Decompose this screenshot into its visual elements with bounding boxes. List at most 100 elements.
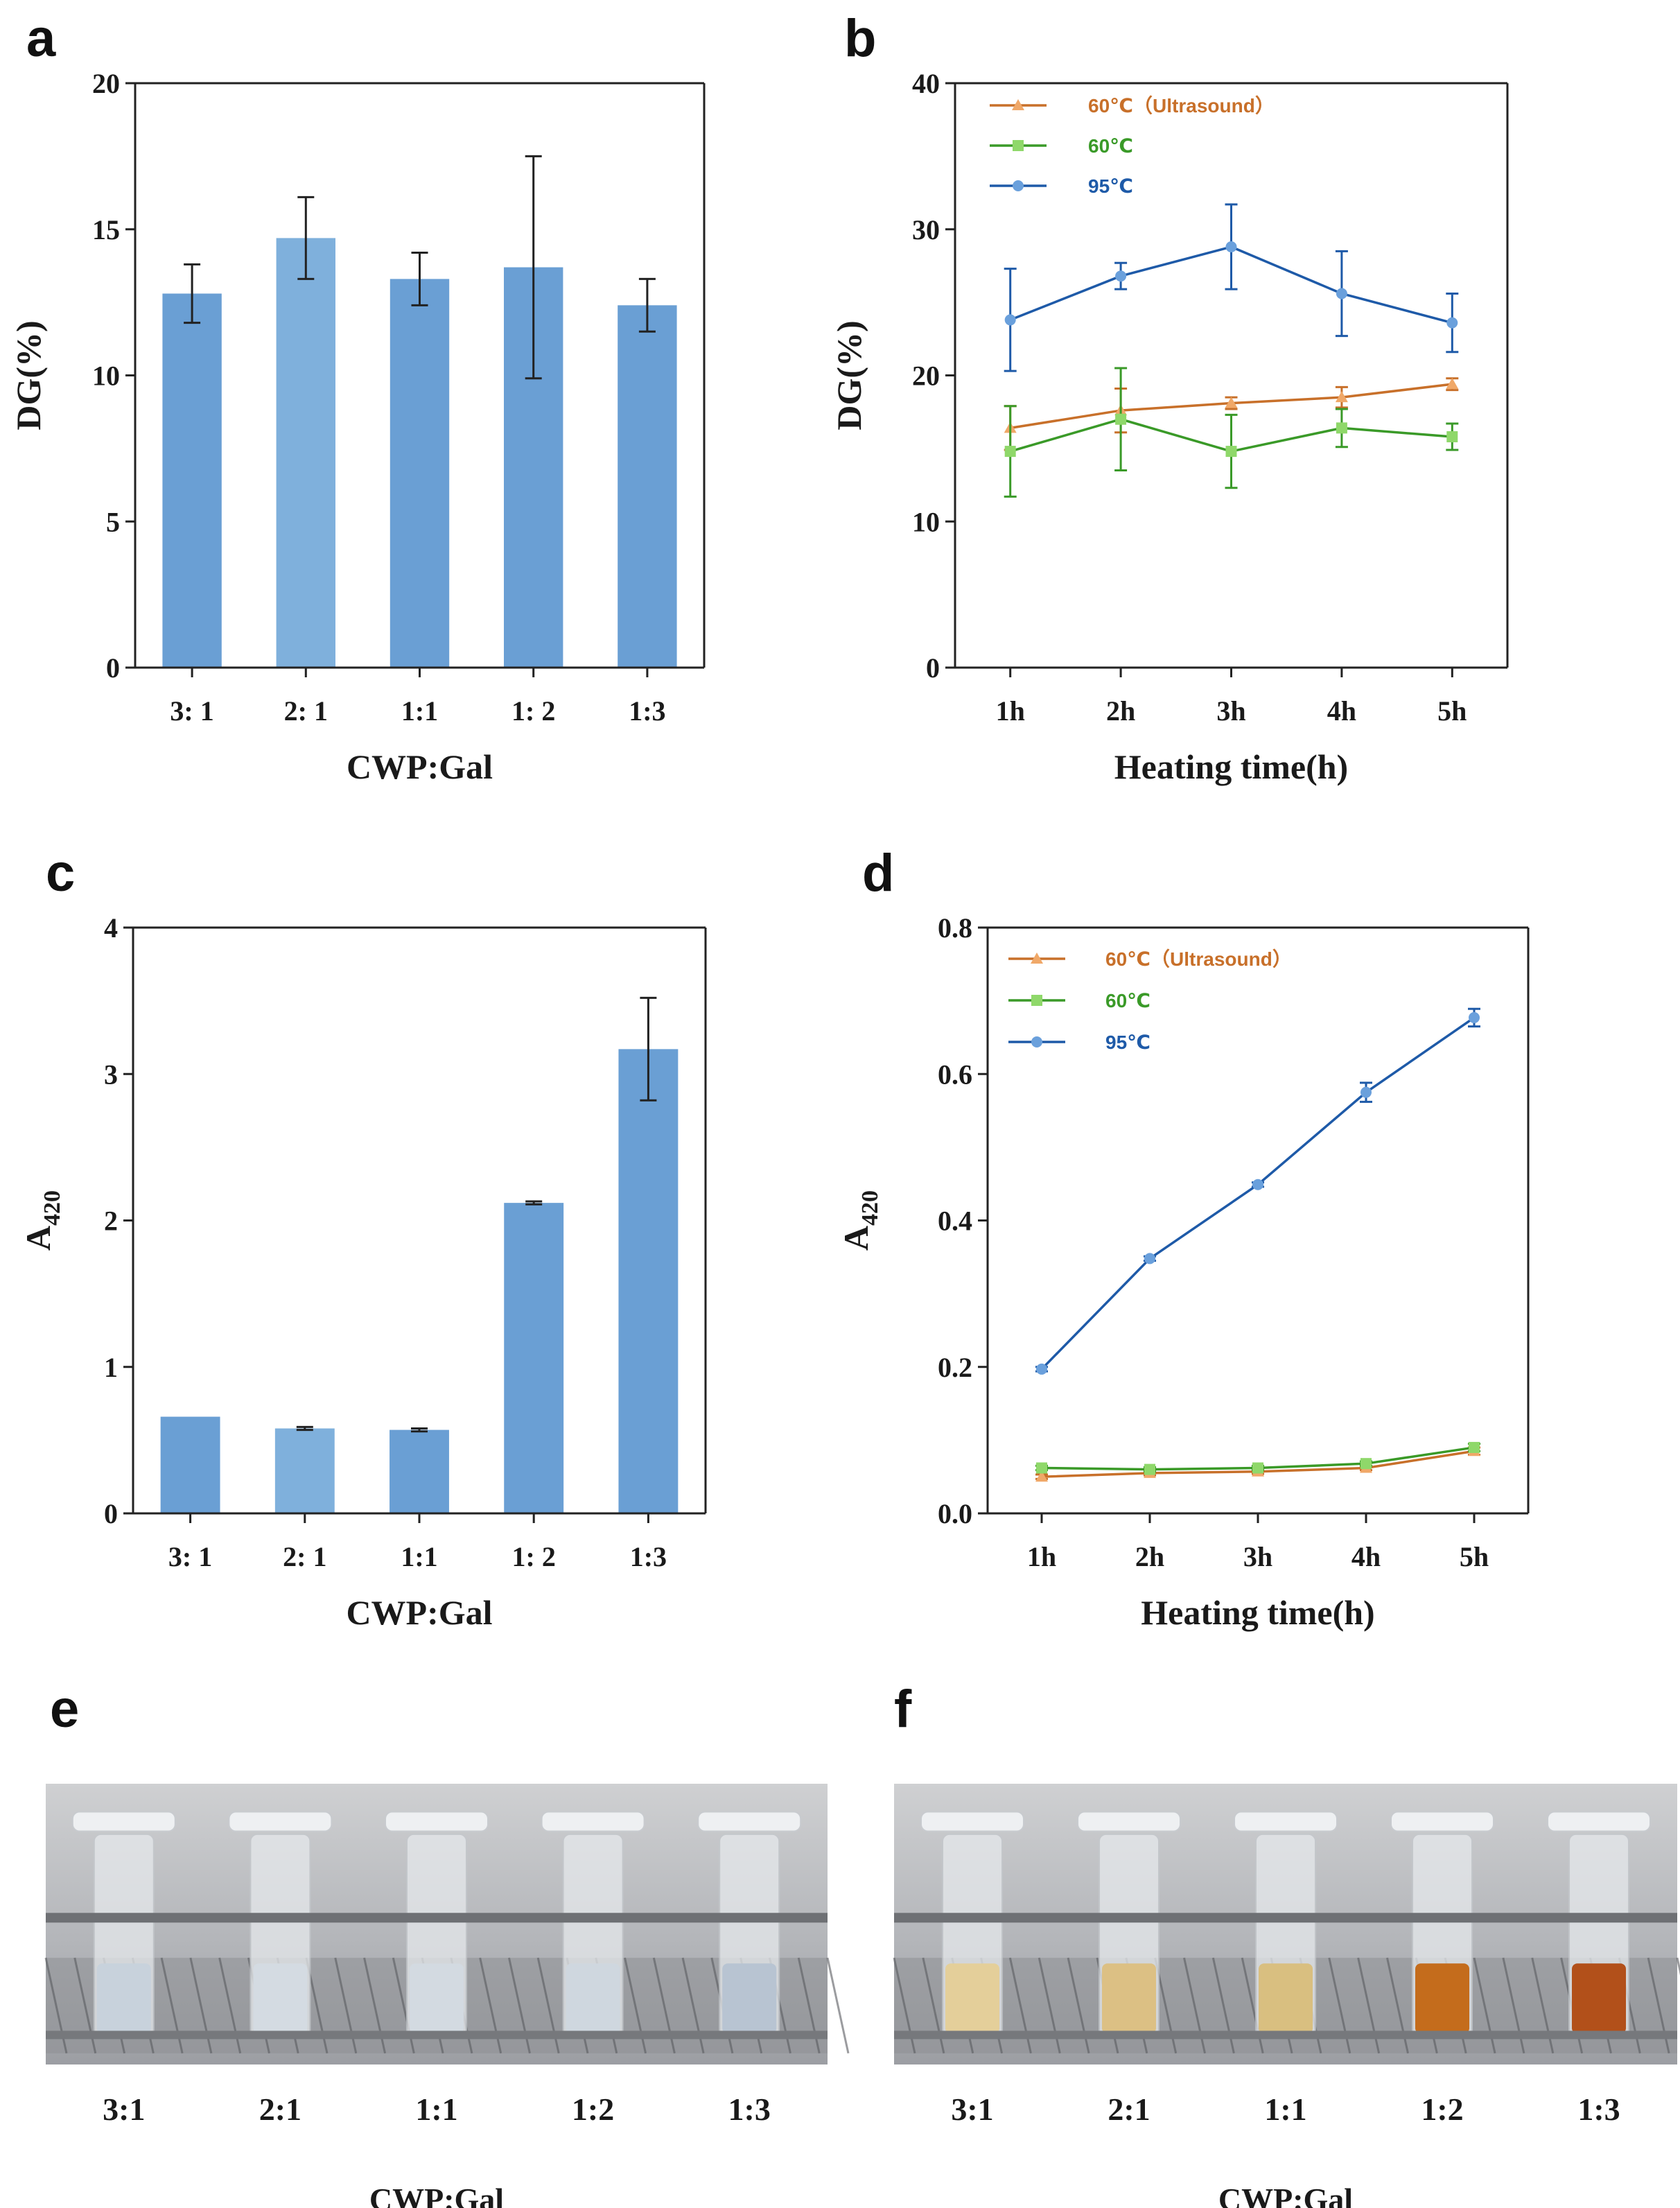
chart-d-point	[1469, 1011, 1480, 1023]
photo-f-label: 3:1	[951, 2092, 993, 2127]
photo-f-rack-wire	[1589, 1957, 1612, 2054]
photo-e-tube-liquid	[410, 1963, 464, 2034]
photo-f-tube-cap	[1234, 1811, 1338, 1832]
chart-b-x-tick-label: 1h	[996, 695, 1025, 727]
photo-f-rack-base	[894, 1958, 1677, 2053]
photo-f-tube-body	[1255, 1833, 1316, 2037]
photo-e-background	[46, 1784, 828, 2064]
panel-label-f: f	[894, 1680, 912, 1739]
photo-e-tube-cap	[385, 1811, 489, 1832]
chart-d-point	[1252, 1179, 1263, 1190]
photo-f-rack-wire	[980, 1957, 1004, 2054]
chart-d-point	[1360, 1458, 1372, 1470]
photo-f-rack-wire	[1211, 1957, 1235, 2054]
photo-e-rack-base	[46, 1958, 828, 2053]
chart-d-point	[1144, 1463, 1155, 1475]
chart-b-point	[1115, 270, 1127, 282]
photo-e-rack-wire	[624, 1957, 647, 2054]
chart-d-point	[1252, 1462, 1263, 1474]
chart-b-x-tick-label: 5h	[1437, 695, 1467, 727]
chart-b-point	[1004, 446, 1016, 458]
chart-c-y-axis-title: A420	[19, 1190, 65, 1251]
photo-f-rack-wire	[1299, 1957, 1322, 2054]
photo-e-rack-wire	[507, 1957, 531, 2054]
chart-b-series-line	[1010, 245, 1453, 324]
chart-d-y-tick-label: 0.0	[938, 1498, 972, 1529]
chart-a-bar	[504, 267, 563, 667]
photo-f-tube-cap	[1390, 1811, 1494, 1832]
photo-e-tube-liquid	[96, 1963, 151, 2034]
photo-e-rack-rail-bottom	[46, 2031, 828, 2040]
chart-a-y-tick-label: 0	[106, 652, 120, 684]
chart-c-x-tick-label: 1: 2	[512, 1541, 556, 1572]
photo-e-rack-wire	[44, 1957, 68, 2054]
chart-b-point	[1004, 421, 1017, 433]
chart-d-point	[1144, 1253, 1155, 1264]
chart-d-y-tick-label: 0.6	[938, 1059, 972, 1090]
panel-label-c: c	[46, 844, 76, 903]
chart-a-bar	[162, 293, 222, 667]
chart-b-point	[1446, 431, 1458, 443]
chart-d-point	[1360, 1086, 1372, 1098]
photo-f-tube-body	[1099, 1833, 1160, 2037]
chart-b-y-axis-title-main: DG(%)	[830, 320, 868, 430]
chart-b-point	[1225, 446, 1237, 458]
photo-e-rack-wire	[131, 1957, 155, 2054]
chart-b-y-tick-label: 40	[912, 68, 940, 99]
photo-e-tube-cap	[71, 1811, 176, 1832]
photo-f-tube-liquid	[1415, 1963, 1469, 2034]
chart-d-y-axis-title: A420	[837, 1190, 883, 1251]
photo-e-rack-wire	[681, 1957, 705, 2054]
chart-d-series-line	[1041, 1450, 1475, 1478]
chart-b-legend-marker	[1012, 99, 1024, 110]
photo-e-label: 3:1	[103, 2092, 145, 2127]
photo-f-rack-wire	[951, 1957, 974, 2054]
chart-d-point	[1036, 1462, 1047, 1474]
chart-b-series-line	[1010, 417, 1453, 453]
chart-a-y-tick-label: 15	[92, 214, 120, 245]
photo-f-tube-cap	[920, 1811, 1024, 1832]
photo-f-rack-wire	[1125, 1957, 1148, 2054]
chart-d-y-axis-title-main: A	[837, 1226, 875, 1251]
photo-e-rack-wire	[103, 1957, 126, 2054]
photo-f-rack-wire	[1154, 1957, 1178, 2054]
chart-b-y-tick-label: 0	[926, 652, 940, 684]
chart-b-y-axis-title: DG(%)	[830, 320, 868, 430]
chart-c-x-tick-label: 3: 1	[168, 1541, 212, 1572]
chart-b-legend-label: 60℃	[1088, 135, 1133, 157]
chart-d-x-tick-label: 3h	[1243, 1541, 1272, 1572]
photo-f-rack-wire	[1386, 1957, 1409, 2054]
photo-e-rack-wire	[768, 1957, 791, 2054]
chart-a-y-tick-label: 10	[92, 360, 120, 392]
chart-d-y-tick-label: 0.2	[938, 1352, 972, 1383]
photo-f-tube-cap	[1077, 1811, 1181, 1832]
chart-b-legend-marker	[1013, 180, 1024, 191]
chart-b-x-tick-label: 4h	[1327, 695, 1356, 727]
chart-a-y-tick-label: 5	[106, 506, 120, 537]
photo-f-rack-wire	[1067, 1957, 1090, 2054]
chart-a-x-tick-label: 1: 2	[511, 695, 555, 727]
chart-b-x-axis-title: Heating time(h)	[1114, 747, 1348, 786]
chart-a-bar	[276, 238, 335, 667]
photo-f-tube-cap	[1547, 1811, 1651, 1832]
photo-e-rack-wire	[652, 1957, 676, 2054]
photo-e-rack-wire	[566, 1957, 589, 2054]
photo-e-tube-cap	[541, 1811, 645, 1832]
chart-d-x-tick-label: 1h	[1027, 1541, 1056, 1572]
photo-f-rack-wire	[1008, 1957, 1032, 2054]
photo-e-tube-body	[719, 1833, 780, 2037]
chart-c-y-tick-label: 1	[104, 1352, 118, 1383]
chart-c-bar	[160, 1416, 220, 1513]
photo-f-background	[894, 1784, 1677, 2064]
photo-e-rack-wire	[189, 1957, 213, 2054]
photo-f-rack-wire	[922, 1957, 945, 2054]
photo-e-rack-wire	[595, 1957, 618, 2054]
photo-f-rack-wire	[1270, 1957, 1293, 2054]
chart-d-legend-marker	[1031, 1036, 1042, 1048]
chart-c-x-tick-label: 2: 1	[283, 1541, 326, 1572]
panel-label-e: e	[50, 1680, 80, 1739]
photo-f-rack-wire	[1096, 1957, 1119, 2054]
photo-f-rack-wire	[1328, 1957, 1351, 2054]
